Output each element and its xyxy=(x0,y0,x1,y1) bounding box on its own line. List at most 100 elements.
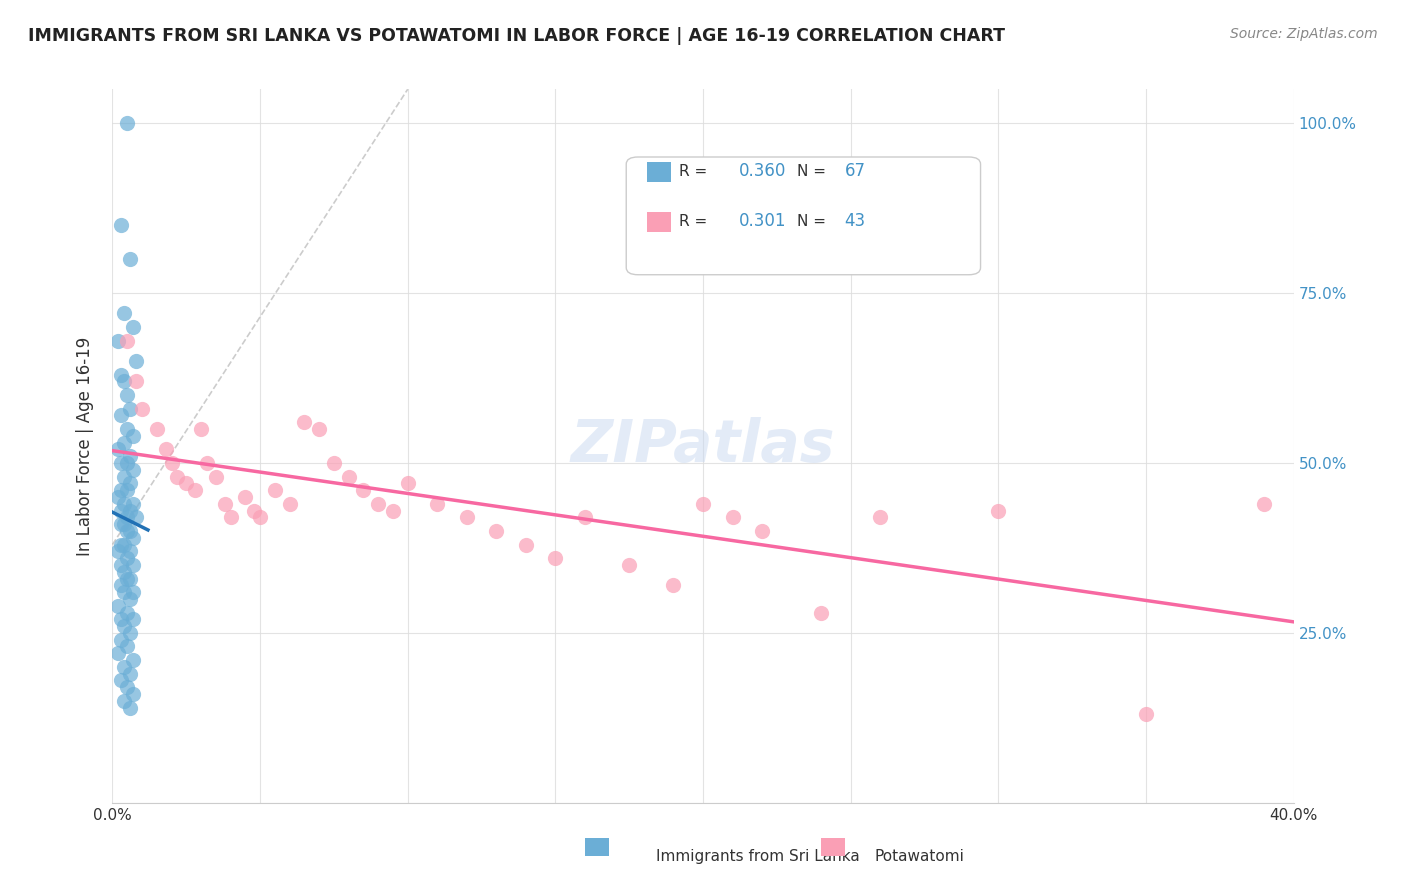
Point xyxy=(122,429,145,443)
Point xyxy=(110,632,132,647)
Point xyxy=(125,354,148,368)
Text: 0.360: 0.360 xyxy=(738,162,786,180)
Point xyxy=(125,510,148,524)
Point xyxy=(751,524,773,538)
Point xyxy=(110,456,132,470)
Point xyxy=(112,497,135,511)
Point xyxy=(120,524,142,538)
Point xyxy=(721,510,744,524)
Point xyxy=(122,320,145,334)
Point xyxy=(160,456,183,470)
Point xyxy=(120,591,142,606)
Point xyxy=(117,572,138,586)
Bar xyxy=(648,162,671,182)
Point xyxy=(292,415,315,429)
Point xyxy=(117,422,138,436)
Point xyxy=(456,510,478,524)
Point xyxy=(107,599,129,613)
Point xyxy=(112,660,135,674)
Point xyxy=(120,476,142,491)
Point xyxy=(120,700,142,714)
Point xyxy=(110,503,132,517)
Text: R =: R = xyxy=(679,214,707,228)
Point xyxy=(107,490,129,504)
Text: 0.301: 0.301 xyxy=(738,212,786,230)
Point xyxy=(117,116,138,130)
Point xyxy=(233,490,256,504)
Point xyxy=(112,694,135,708)
Point xyxy=(112,537,135,551)
Point xyxy=(619,558,641,572)
Point xyxy=(174,476,197,491)
Point xyxy=(396,476,419,491)
Point xyxy=(110,673,132,688)
Text: N =: N = xyxy=(797,214,827,228)
Y-axis label: In Labor Force | Age 16-19: In Labor Force | Age 16-19 xyxy=(76,336,94,556)
Point xyxy=(195,456,218,470)
Text: IMMIGRANTS FROM SRI LANKA VS POTAWATOMI IN LABOR FORCE | AGE 16-19 CORRELATION C: IMMIGRANTS FROM SRI LANKA VS POTAWATOMI … xyxy=(28,27,1005,45)
Point xyxy=(117,524,138,538)
Point xyxy=(166,469,188,483)
Point xyxy=(131,401,153,416)
Point xyxy=(117,510,138,524)
Point xyxy=(120,401,142,416)
Text: R =: R = xyxy=(679,164,707,178)
Point xyxy=(120,572,142,586)
Point xyxy=(112,517,135,532)
Point xyxy=(243,503,266,517)
Point xyxy=(122,558,145,572)
Text: 67: 67 xyxy=(845,162,866,180)
Point xyxy=(337,469,360,483)
Point xyxy=(249,510,271,524)
Point xyxy=(278,497,301,511)
Point xyxy=(107,544,129,558)
Point xyxy=(110,368,132,382)
Point xyxy=(120,626,142,640)
Point xyxy=(122,531,145,545)
Point xyxy=(112,435,135,450)
Point xyxy=(110,409,132,423)
Point xyxy=(110,578,132,592)
Point xyxy=(120,666,142,681)
Point xyxy=(308,422,330,436)
Point xyxy=(184,483,207,498)
Point xyxy=(122,612,145,626)
Point xyxy=(112,375,135,389)
Point xyxy=(117,334,138,348)
Point xyxy=(367,497,389,511)
Point xyxy=(117,551,138,566)
Point xyxy=(120,503,142,517)
Text: ZIPatlas: ZIPatlas xyxy=(571,417,835,475)
FancyBboxPatch shape xyxy=(626,157,980,275)
Point xyxy=(110,218,132,232)
Text: Immigrants from Sri Lanka: Immigrants from Sri Lanka xyxy=(655,849,859,864)
Point xyxy=(155,442,177,457)
Text: 43: 43 xyxy=(845,212,866,230)
Point xyxy=(692,497,714,511)
Point xyxy=(190,422,212,436)
Point xyxy=(125,375,148,389)
Point xyxy=(110,517,132,532)
Point xyxy=(110,612,132,626)
Point xyxy=(112,619,135,633)
Point xyxy=(810,606,832,620)
Bar xyxy=(648,212,671,232)
Point xyxy=(122,653,145,667)
Text: Source: ZipAtlas.com: Source: ZipAtlas.com xyxy=(1230,27,1378,41)
Point xyxy=(117,483,138,498)
Point xyxy=(117,456,138,470)
Point xyxy=(382,503,405,517)
Point xyxy=(107,442,129,457)
Point xyxy=(205,469,228,483)
Point xyxy=(122,497,145,511)
Point xyxy=(869,510,891,524)
Point xyxy=(574,510,596,524)
Point xyxy=(120,544,142,558)
Point xyxy=(515,537,537,551)
Point xyxy=(117,606,138,620)
Point xyxy=(107,334,129,348)
Point xyxy=(112,585,135,599)
Point xyxy=(214,497,236,511)
Point xyxy=(352,483,374,498)
Point xyxy=(107,646,129,660)
